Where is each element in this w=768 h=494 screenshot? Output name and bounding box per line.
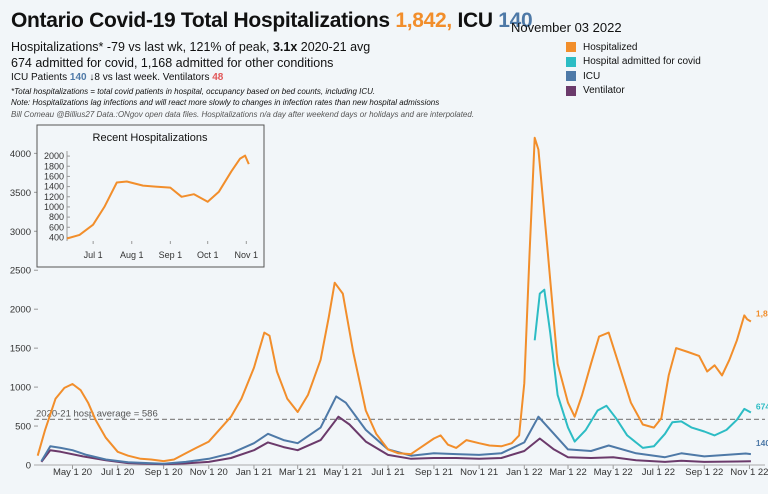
x-tick-label: May 1 22	[594, 467, 633, 478]
title-hosp-value: 1,842,	[395, 9, 452, 32]
x-tick-label: Jan 1 22	[506, 467, 542, 478]
y-tick-label: 1500	[10, 344, 31, 355]
page-title: Ontario Covid-19 Total Hospitalizations …	[11, 9, 533, 33]
inset-title: Recent Hospitalizations	[93, 132, 208, 144]
summary-line-1a: Hospitalizations* -79 vs last wk, 121% o…	[11, 40, 273, 54]
series-line-covid	[533, 288, 752, 449]
legend-item-3[interactable]: Ventilator	[566, 84, 701, 99]
legend-label: Ventilator	[583, 85, 625, 97]
x-tick-label: Sep 1 20	[145, 467, 183, 478]
x-tick-label: Mar 1 22	[549, 467, 587, 478]
y-tick-label: 0	[26, 461, 31, 472]
ventilators-value: 48	[212, 72, 224, 83]
credit-line: Bill Comeau @Billius27 Data.:ONgov open …	[11, 110, 475, 119]
inset-x-tick-label: Oct 1	[197, 250, 219, 260]
inset-x-tick-label: Sep 1	[159, 250, 183, 260]
average-reference-label: 2020-21 hosp average = 586	[36, 408, 158, 419]
end-label-covid: 674	[756, 401, 768, 411]
summary-line-3: ICU Patients 140 ↓8 vs last week. Ventil…	[11, 72, 223, 83]
legend-label: Hospital admitted for covid	[583, 56, 701, 68]
inset-y-tick-label: 1200	[44, 192, 64, 202]
inset-y-tick-label: 1800	[44, 161, 64, 171]
x-tick-label: Mar 1 21	[279, 467, 317, 478]
x-tick-label: Nov 1 21	[460, 467, 498, 478]
x-tick-label: Jan 1 21	[236, 467, 272, 478]
inset-x-tick-label: Nov 1	[235, 250, 259, 260]
report-date: November 03 2022	[511, 20, 622, 35]
y-tick-label: 1000	[10, 383, 31, 394]
legend-swatch	[566, 42, 576, 53]
legend-label: ICU	[583, 70, 601, 82]
inset-y-tick-label: 2000	[44, 151, 64, 161]
inset-y-tick-label: 1400	[44, 182, 64, 192]
title-icu-value: 140	[498, 9, 533, 32]
end-label-icu: 140	[756, 438, 768, 448]
footnote-1: *Total hospitalizations = total covid pa…	[11, 87, 376, 96]
inset-y-tick-label: 800	[49, 212, 64, 222]
summary-line-1b: 3.1x	[272, 40, 298, 54]
inset-y-tick-label: 400	[49, 232, 64, 242]
inset-y-tick-label: 600	[49, 222, 64, 232]
x-tick-label: May 1 20	[53, 467, 92, 478]
inset-panel	[36, 124, 265, 268]
footnote-2: Note: Hospitalizations lag infections an…	[11, 98, 440, 107]
x-tick-label: Jul 1 22	[642, 467, 675, 478]
legend-item-1[interactable]: Hospital admitted for covid	[566, 55, 701, 70]
icu-change-text: ↓8 vs last week. Ventilators	[86, 72, 213, 83]
title-icu-label: ICU	[457, 9, 493, 32]
summary-line-2: 674 admitted for covid, 1,168 admitted f…	[11, 56, 334, 70]
y-tick-label: 3000	[10, 227, 31, 238]
inset-x-tick-label: Jul 1	[84, 250, 103, 260]
x-tick-label: Jul 1 20	[101, 467, 134, 478]
inset-y-tick-label: 1600	[44, 171, 64, 181]
legend-item-2[interactable]: ICU	[566, 69, 701, 84]
title-prefix: Ontario Covid-19 Total Hospitalizations	[11, 9, 390, 32]
x-tick-label: Nov 1 22	[730, 467, 768, 478]
inset-y-tick-label: 1000	[44, 202, 64, 212]
y-tick-label: 2500	[10, 266, 31, 277]
x-tick-label: Sep 1 21	[415, 467, 453, 478]
x-tick-label: Sep 1 22	[685, 467, 723, 478]
summary-line-1: Hospitalizations* -79 vs last wk, 121% o…	[11, 40, 370, 54]
y-tick-label: 3500	[10, 188, 31, 199]
series-line-hospitalized	[36, 136, 752, 463]
legend-label: Hospitalized	[583, 41, 638, 53]
y-tick-label: 500	[15, 422, 31, 433]
x-tick-label: Jul 1 21	[371, 467, 404, 478]
legend-swatch	[566, 71, 576, 82]
legend-swatch	[566, 85, 576, 96]
end-label-hospitalized: 1,842	[756, 308, 768, 318]
x-tick-label: May 1 21	[323, 467, 362, 478]
inset-x-tick-label: Aug 1	[120, 250, 144, 260]
legend-swatch	[566, 56, 576, 67]
y-tick-label: 2000	[10, 305, 31, 316]
inset-series-line-hospitalized	[66, 154, 250, 240]
summary-line-1c: 2020-21 avg	[297, 40, 371, 54]
y-tick-label: 4000	[10, 149, 31, 160]
legend-item-0[interactable]: Hospitalized	[566, 40, 701, 55]
series-line-icu	[40, 395, 752, 465]
x-tick-label: Nov 1 20	[190, 467, 228, 478]
legend: Hospitalized Hospital admitted for covid I…	[566, 40, 701, 98]
icu-patients-label: ICU Patients	[11, 72, 70, 83]
icu-patients-value: 140	[69, 72, 87, 83]
